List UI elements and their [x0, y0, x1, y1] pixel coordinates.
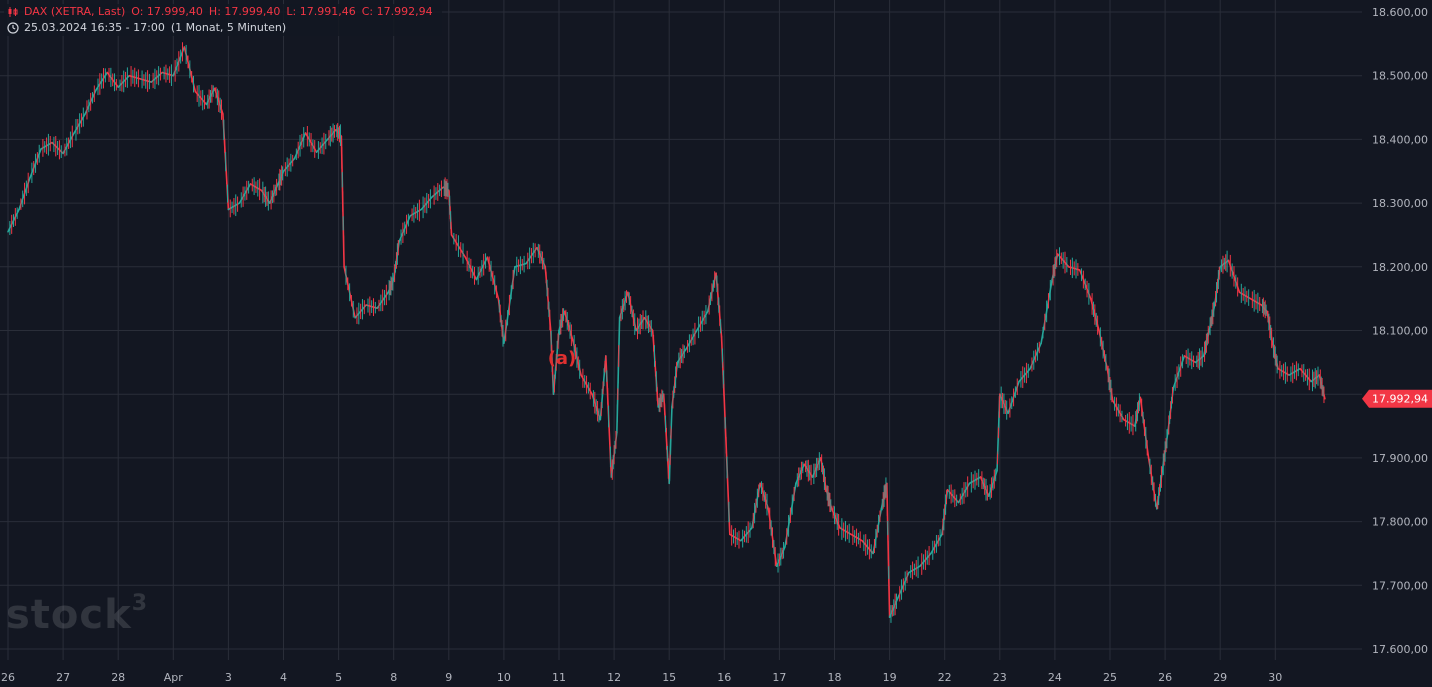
y-tick-label: 18.100,00	[1372, 325, 1428, 338]
x-tick-label: 3	[225, 671, 232, 684]
brand-watermark: stock3	[6, 590, 149, 638]
x-tick-label: 25	[1103, 671, 1117, 684]
y-tick-label: 17.900,00	[1372, 452, 1428, 465]
x-tick-label: 10	[497, 671, 511, 684]
last-price-label: 17.992,94	[1372, 393, 1428, 406]
x-tick-label: 4	[280, 671, 287, 684]
x-tick-label: 28	[111, 671, 125, 684]
legend-open: O: 17.999,40	[131, 5, 203, 18]
x-tick-label: 17	[772, 671, 786, 684]
chart-legend: DAX (XETRA, Last) O: 17.999,40 H: 17.999…	[4, 4, 442, 36]
grid-lines	[0, 0, 1362, 660]
x-tick-label: 9	[445, 671, 452, 684]
legend-time-row: 25.03.2024 16:35 - 17:00 (1 Monat, 5 Min…	[4, 20, 442, 36]
legend-close: C: 17.992,94	[361, 5, 433, 18]
x-axis: 26 27 28 Apr 3 4 5 8 9 10 11 12 15 16 17 18 19 22 23 24 25 26…	[1, 671, 1282, 684]
y-tick-label: 18.300,00	[1372, 197, 1428, 210]
y-tick-label: 18.600,00	[1372, 6, 1428, 19]
x-tick-label: 26	[1, 671, 15, 684]
x-tick-label: 23	[993, 671, 1007, 684]
x-tick-label: 30	[1268, 671, 1282, 684]
candlestick-icon	[8, 7, 18, 17]
y-tick-label: 18.200,00	[1372, 261, 1428, 274]
x-tick-label: 12	[607, 671, 621, 684]
last-price-tag	[1362, 389, 1432, 408]
x-tick-label: 19	[883, 671, 897, 684]
x-tick-label: Apr	[164, 671, 184, 684]
legend-high: H: 17.999,40	[208, 5, 281, 18]
x-tick-label: 29	[1213, 671, 1227, 684]
watermark-text: stock	[6, 592, 132, 638]
x-tick-label: 11	[552, 671, 566, 684]
x-tick-label: 24	[1048, 671, 1062, 684]
legend-symbol[interactable]: DAX (XETRA, Last)	[24, 5, 126, 18]
x-tick-label: 15	[662, 671, 676, 684]
x-tick-label: 22	[938, 671, 952, 684]
clock-icon	[7, 22, 19, 34]
y-tick-label: 17.600,00	[1372, 643, 1428, 656]
x-tick-label: 5	[335, 671, 342, 684]
x-tick-label: 16	[717, 671, 731, 684]
y-axis: 18.600,00 18.500,00 18.400,00 18.300,00 18.2…	[1372, 6, 1428, 656]
price-series	[7, 42, 1326, 623]
wave-annotation-label: (a)	[548, 348, 577, 369]
y-tick-label: 18.500,00	[1372, 70, 1428, 83]
y-tick-label: 17.800,00	[1372, 516, 1428, 529]
y-tick-label: 17.700,00	[1372, 579, 1428, 592]
x-tick-label: 27	[56, 671, 70, 684]
legend-symbol-row: DAX (XETRA, Last) O: 17.999,40 H: 17.999…	[4, 4, 442, 20]
watermark-superscript: 3	[131, 590, 149, 616]
last-price-marker: 17.992,94	[1362, 389, 1432, 408]
y-tick-label: 18.400,00	[1372, 133, 1428, 146]
x-tick-label: 26	[1158, 671, 1172, 684]
legend-low: L: 17.991,46	[286, 5, 356, 18]
legend-time-range: 25.03.2024 16:35 - 17:00	[24, 21, 165, 34]
x-tick-label: 8	[390, 671, 397, 684]
legend-interval: (1 Monat, 5 Minuten)	[170, 21, 287, 34]
x-tick-label: 18	[828, 671, 842, 684]
